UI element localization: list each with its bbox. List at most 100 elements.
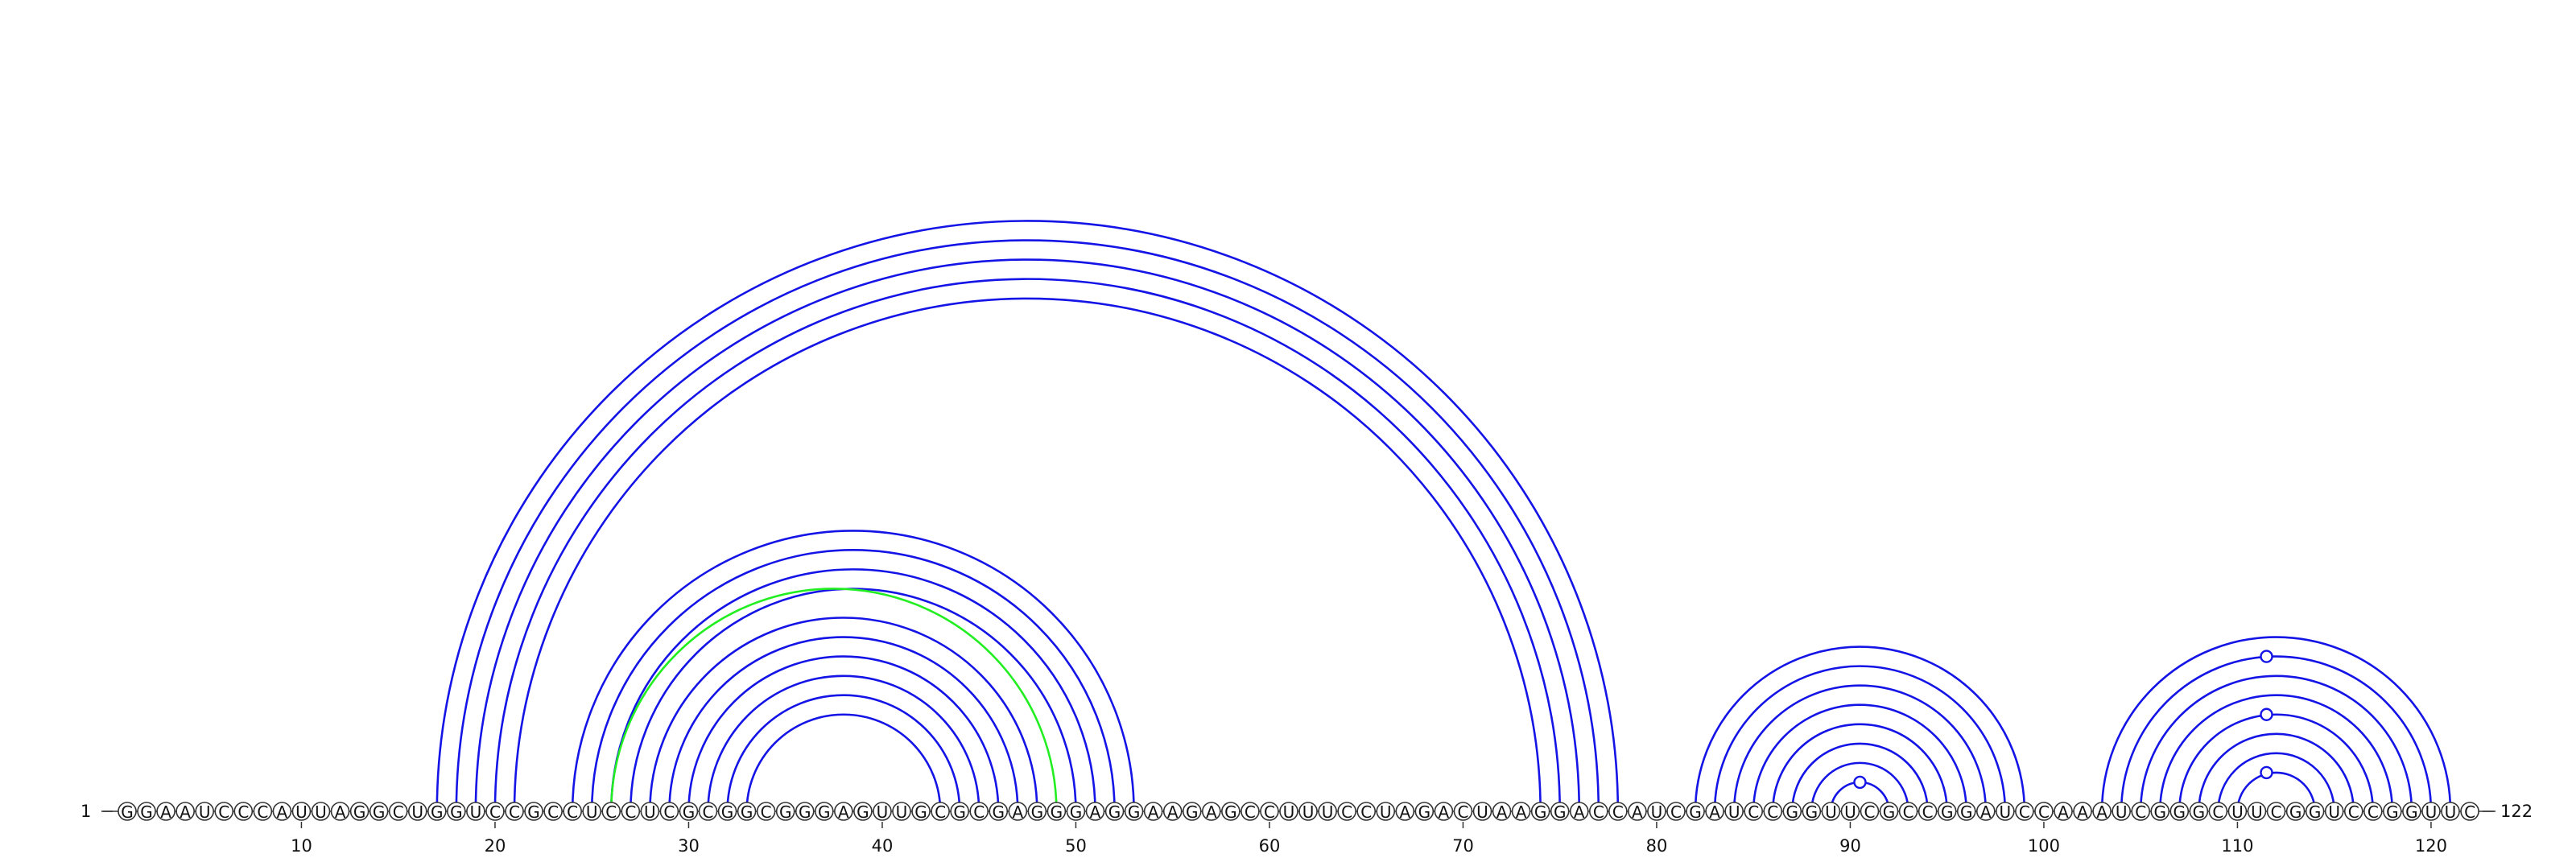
nucleotide-circle bbox=[1802, 802, 1822, 821]
nucleotide-circle bbox=[853, 802, 873, 821]
nucleotide: G bbox=[1530, 802, 1550, 822]
nucleotide-circle bbox=[582, 802, 602, 821]
nucleotide-circle bbox=[1879, 802, 1899, 821]
nucleotide: G bbox=[1956, 802, 1976, 822]
nucleotide-letter: A bbox=[160, 802, 171, 822]
nucleotide-letter: A bbox=[1439, 802, 1450, 822]
nucleotide-circle bbox=[911, 802, 931, 821]
nucleotide-circle bbox=[2015, 802, 2034, 821]
base-pair-arc bbox=[1810, 761, 1909, 812]
nucleotide-letter: C bbox=[1264, 802, 1275, 822]
nucleotide-circle bbox=[1143, 802, 1163, 821]
nucleotide-letter: C bbox=[2038, 802, 2050, 822]
nucleotide-letter: U bbox=[2445, 802, 2457, 822]
nucleotide: C bbox=[1589, 802, 1608, 822]
nucleotide-circle bbox=[640, 802, 660, 821]
nucleotide-circle bbox=[349, 802, 369, 821]
base-pair-arc bbox=[1771, 723, 1948, 812]
nucleotide-letter: G bbox=[1108, 802, 1121, 822]
nucleotide-letter: U bbox=[1728, 802, 1740, 822]
nucleotide-letter: C bbox=[1767, 802, 1778, 822]
nucleotide-letter: C bbox=[1245, 802, 1256, 822]
nucleotide: G bbox=[1937, 802, 1957, 822]
nucleotide-letter: U bbox=[1651, 802, 1663, 822]
nucleotide-circle bbox=[1414, 802, 1435, 821]
nucleotide-letter: A bbox=[1399, 802, 1410, 822]
nucleotide-letter: U bbox=[644, 802, 656, 822]
nucleotide-circle bbox=[1434, 802, 1454, 821]
nucleotide-letter: C bbox=[489, 802, 501, 822]
nucleotide: G bbox=[1027, 802, 1047, 822]
nucleotide-circle bbox=[1241, 802, 1260, 821]
nucleotide-letter: A bbox=[1496, 802, 1508, 822]
nucleotide-circle bbox=[1008, 802, 1028, 821]
nucleotide: U bbox=[1821, 802, 1841, 822]
nucleotide: U bbox=[466, 802, 485, 822]
nucleotide-letter: C bbox=[761, 802, 772, 822]
nucleotide: G bbox=[137, 802, 156, 822]
nucleotide-letter: G bbox=[1534, 802, 1547, 822]
nucleotide-letter: U bbox=[2000, 802, 2012, 822]
nucleotide: C bbox=[233, 802, 254, 822]
tick-label: 100 bbox=[2028, 836, 2060, 856]
nucleotide-letter: G bbox=[1806, 802, 1818, 822]
nucleotide-circle bbox=[447, 802, 466, 821]
tick-label: 60 bbox=[1259, 836, 1281, 856]
nucleotide-letter: G bbox=[993, 802, 1005, 822]
nucleotide: G bbox=[349, 802, 369, 822]
nucleotide-circle bbox=[2402, 802, 2421, 821]
nucleotide-circle bbox=[1260, 802, 1279, 821]
nucleotide-circle bbox=[524, 802, 543, 821]
nucleotide-circle bbox=[1530, 802, 1550, 821]
nucleotide-letter: U bbox=[2116, 802, 2128, 822]
nucleotide-circle bbox=[1976, 802, 1996, 821]
nucleotide-letter: C bbox=[2212, 802, 2223, 822]
tick-label: 10 bbox=[291, 836, 312, 856]
nucleotide-letter: G bbox=[1883, 802, 1896, 822]
nucleotide: A bbox=[1976, 802, 1996, 822]
nucleotide-letter: C bbox=[1341, 802, 1352, 822]
nucleotide: C bbox=[601, 802, 621, 822]
nucleotide-letter: C bbox=[2368, 802, 2379, 822]
base-pair-arc bbox=[630, 588, 1077, 812]
nucleotide-circle bbox=[2092, 802, 2112, 821]
nucleotide-circle bbox=[1763, 802, 1783, 821]
nucleotide-letter: C bbox=[625, 802, 636, 822]
base-pair-arc bbox=[2198, 732, 2355, 812]
nucleotide: G bbox=[1550, 802, 1570, 822]
nucleotide: U bbox=[1724, 802, 1744, 822]
nucleotide-letter: A bbox=[1516, 802, 1527, 822]
nucleotide-letter: G bbox=[1418, 802, 1431, 822]
nucleotide-circle bbox=[814, 802, 834, 821]
loop-marker bbox=[2260, 765, 2273, 780]
nucleotide-circle bbox=[1996, 802, 2015, 821]
nucleotide: A bbox=[1202, 802, 1221, 822]
nucleotide: U bbox=[2112, 802, 2131, 822]
nucleotide-letter: A bbox=[1632, 802, 1643, 822]
nucleotide: C bbox=[1356, 802, 1376, 822]
nucleotide: G bbox=[1046, 802, 1067, 822]
nucleotide-letter: A bbox=[335, 802, 346, 822]
nucleotide-letter: G bbox=[1186, 802, 1199, 822]
nucleotide-letter: C bbox=[218, 802, 229, 822]
nucleotide-letter: C bbox=[703, 802, 714, 822]
nucleotide-letter: G bbox=[431, 802, 444, 822]
nucleotide-circle bbox=[369, 802, 389, 821]
nucleotide-circle bbox=[2169, 802, 2190, 821]
nucleotide-circle bbox=[756, 802, 776, 821]
nucleotide-circle bbox=[679, 802, 699, 821]
nucleotide: A bbox=[2054, 802, 2073, 822]
nucleotide: C bbox=[1608, 802, 1628, 822]
nucleotide: C bbox=[698, 802, 718, 822]
nucleotide-circle bbox=[1202, 802, 1221, 821]
nucleotide-letter: G bbox=[741, 802, 753, 822]
base-pair-arc bbox=[1732, 684, 1988, 812]
nucleotide-letter: A bbox=[1012, 802, 1023, 822]
arc-layer bbox=[436, 220, 2452, 812]
base-pair-arc bbox=[2236, 771, 2316, 812]
base-pair-arc bbox=[2178, 713, 2375, 812]
nucleotide: G bbox=[950, 802, 969, 822]
nucleotide-letter: U bbox=[877, 802, 889, 822]
nucleotide-circle bbox=[1898, 802, 1918, 821]
nucleotide: C bbox=[2208, 802, 2228, 822]
